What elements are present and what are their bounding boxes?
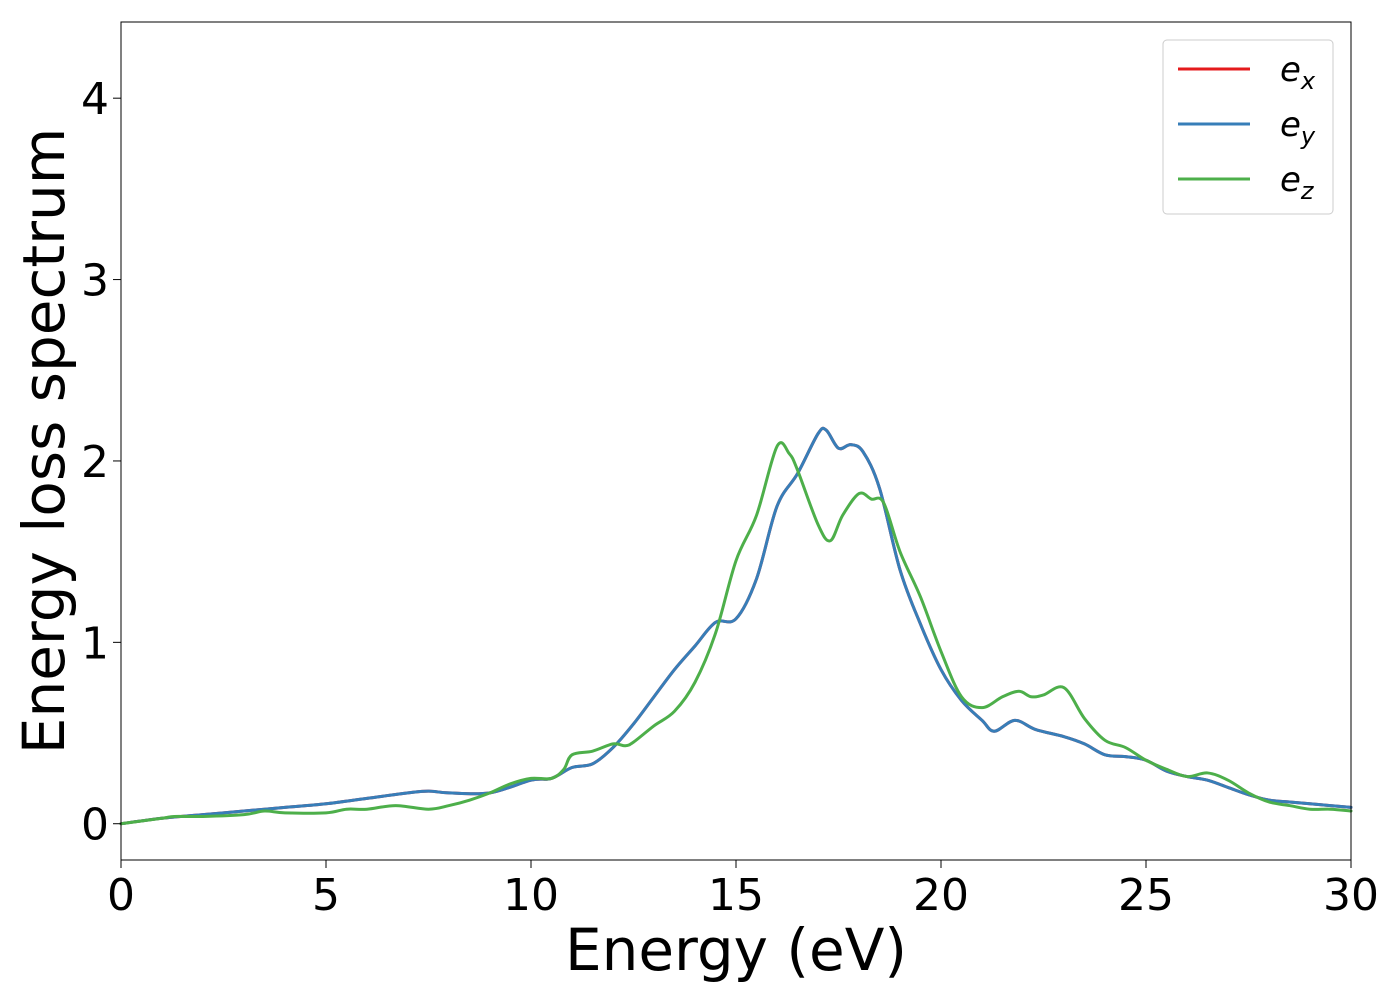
x-axis-ticks: 0 5 10 15 20 25 30 xyxy=(107,860,1379,921)
legend: ex ey ez xyxy=(1162,39,1334,215)
y-axis-ticks: 0 1 2 3 4 xyxy=(81,74,121,851)
y-tick-label: 3 xyxy=(81,256,109,307)
x-tick-label: 15 xyxy=(708,870,764,921)
series-line-z xyxy=(119,441,1353,826)
legend-label-z: ez xyxy=(1280,160,1315,205)
x-tick-label: 5 xyxy=(312,870,340,921)
x-tick-label: 25 xyxy=(1118,870,1174,921)
y-axis-label: Energy loss spectrum xyxy=(10,128,78,754)
series-line-x xyxy=(119,426,1353,826)
y-tick-label: 2 xyxy=(81,437,109,488)
y-tick-label: 4 xyxy=(81,74,109,125)
x-tick-label: 30 xyxy=(1323,870,1379,921)
x-tick-label: 10 xyxy=(503,870,559,921)
y-tick-label: 1 xyxy=(81,618,109,669)
x-tick-label: 20 xyxy=(913,870,969,921)
x-axis-label: Energy (eV) xyxy=(565,916,907,984)
y-tick-label: 0 xyxy=(81,800,109,851)
legend-label-x: ex xyxy=(1280,50,1316,95)
legend-label-y: ey xyxy=(1280,105,1316,150)
series-layer xyxy=(119,426,1353,826)
x-tick-label: 0 xyxy=(107,870,135,921)
series-line-y xyxy=(119,426,1353,826)
legend-frame xyxy=(1162,39,1334,215)
